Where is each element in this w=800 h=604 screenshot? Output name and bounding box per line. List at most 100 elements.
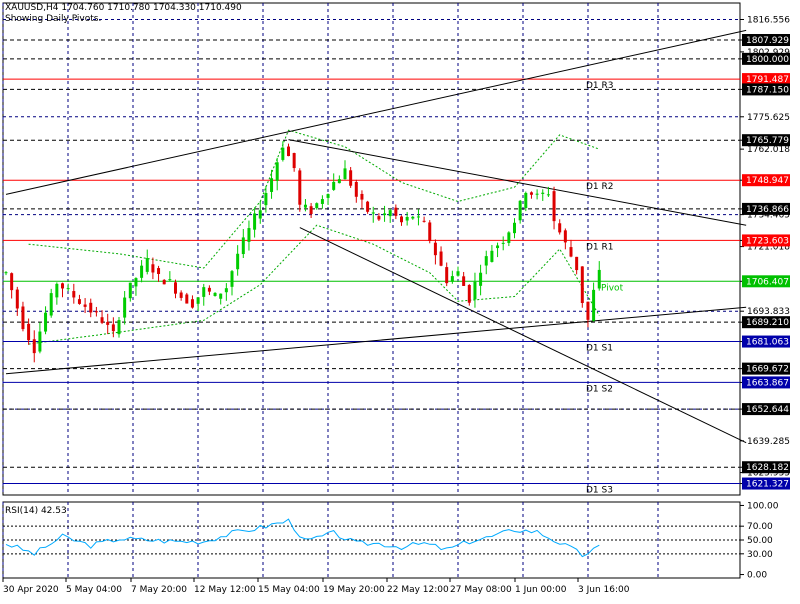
time-tick-label: 27 May 08:00 bbox=[450, 585, 512, 595]
candle-body bbox=[94, 311, 98, 313]
bollinger-band bbox=[28, 224, 600, 345]
candle-body bbox=[100, 317, 104, 323]
trendline bbox=[5, 29, 747, 195]
candle-body bbox=[213, 292, 217, 296]
candle-body bbox=[558, 223, 562, 233]
candle-body bbox=[507, 232, 511, 243]
candle-body bbox=[535, 193, 539, 195]
price-tag-label: 1807.929 bbox=[746, 36, 789, 46]
candles-layer bbox=[4, 141, 601, 363]
candle-body bbox=[4, 272, 8, 274]
candle-body bbox=[450, 276, 454, 282]
pivot-label: D1 S2 bbox=[586, 384, 613, 394]
candle-body bbox=[72, 291, 76, 298]
candle-body bbox=[473, 281, 477, 300]
candle-body bbox=[190, 299, 194, 308]
price-tick-label: 1625.935 bbox=[747, 469, 790, 479]
candle-body bbox=[422, 220, 426, 222]
main-panel-frame bbox=[2, 2, 741, 496]
price-tag-label: 1652.644 bbox=[746, 405, 789, 415]
time-tick-label: 5 May 04:00 bbox=[66, 585, 122, 595]
candle-body bbox=[541, 192, 545, 194]
candle-body bbox=[575, 256, 579, 271]
rsi-tick-label: 100.00 bbox=[747, 501, 779, 511]
price-tick-label: 1775.625 bbox=[747, 113, 790, 123]
candle-body bbox=[456, 271, 460, 276]
price-tag-box bbox=[742, 275, 790, 288]
candle-body bbox=[264, 192, 268, 206]
price-tag-box bbox=[742, 234, 790, 247]
candle-body bbox=[332, 181, 336, 190]
candle-body bbox=[275, 162, 279, 181]
candle-body bbox=[174, 282, 177, 294]
price-tick-label: 1762.018 bbox=[747, 145, 790, 155]
candle-body bbox=[123, 297, 127, 318]
price-tag-label: 1791.487 bbox=[746, 75, 789, 85]
candle-body bbox=[343, 168, 347, 180]
pivot-subtitle: Showing Daily Pivots. bbox=[5, 14, 102, 24]
candle-body bbox=[230, 271, 234, 287]
candle-body bbox=[484, 256, 488, 266]
candle-body bbox=[439, 251, 443, 266]
candle-body bbox=[134, 278, 138, 287]
price-axis-layer: 1816.5561807.9291802.9291800.0001787.150… bbox=[740, 16, 790, 490]
price-tag-label: 1706.407 bbox=[746, 277, 789, 287]
candle-body bbox=[586, 301, 590, 320]
candle-body bbox=[66, 288, 70, 290]
candle-body bbox=[55, 283, 59, 298]
candle-body bbox=[157, 268, 161, 275]
candle-body bbox=[580, 266, 584, 304]
candle-body bbox=[569, 247, 573, 257]
candle-body bbox=[563, 230, 567, 243]
candle-body bbox=[162, 279, 166, 285]
time-tick-label: 12 May 12:00 bbox=[194, 585, 256, 595]
candle-body bbox=[236, 253, 240, 270]
pivot-labels-layer: D1 R3 D1 R2 D1 R1 Pivot D1 S1 D1 S2 D1 S3 bbox=[586, 81, 624, 495]
pivot-label: D1 R1 bbox=[586, 242, 614, 252]
candle-body bbox=[337, 179, 341, 184]
price-tag-box bbox=[742, 403, 790, 416]
candle-body bbox=[428, 222, 432, 241]
candle-body bbox=[49, 293, 53, 316]
candle-body bbox=[196, 297, 200, 304]
price-tag-label: 1787.150 bbox=[746, 85, 789, 95]
candle-body bbox=[349, 170, 353, 186]
candle-body bbox=[513, 222, 516, 234]
candle-body bbox=[416, 216, 420, 218]
time-tick-label: 3 Jun 16:00 bbox=[578, 585, 630, 595]
candle-body bbox=[303, 204, 307, 208]
candle-body bbox=[496, 245, 500, 249]
price-tag-box bbox=[742, 73, 790, 86]
candle-body bbox=[128, 282, 132, 299]
bollinger-bands-layer bbox=[28, 129, 600, 345]
candle-body bbox=[140, 265, 144, 278]
horizontal-levels-layer bbox=[3, 39, 740, 485]
price-tick-label: 1734.465 bbox=[747, 211, 790, 221]
price-tag-label: 1681.063 bbox=[746, 338, 789, 348]
candle-body bbox=[479, 272, 483, 286]
candle-body bbox=[292, 153, 296, 169]
candle-body bbox=[388, 210, 392, 217]
candle-body bbox=[366, 201, 370, 212]
candle-body bbox=[83, 304, 87, 307]
price-tag-label: 1663.867 bbox=[746, 378, 789, 388]
candle-body bbox=[15, 289, 19, 309]
candle-body bbox=[354, 181, 358, 197]
price-tag-box bbox=[742, 34, 790, 47]
rsi-line bbox=[5, 518, 600, 558]
candle-body bbox=[592, 289, 596, 321]
time-tick-label: 1 Jun 00:00 bbox=[515, 585, 567, 595]
price-tag-box bbox=[742, 83, 790, 96]
candle-body bbox=[546, 194, 550, 196]
time-tick-label: 7 May 20:00 bbox=[131, 585, 187, 595]
candle-body bbox=[377, 216, 381, 220]
time-tick-label: 19 May 20:00 bbox=[323, 585, 385, 595]
candle-body bbox=[529, 192, 533, 195]
candle-body bbox=[467, 284, 471, 303]
price-tag-box bbox=[742, 316, 790, 329]
candle-body bbox=[247, 228, 251, 242]
pivot-label: D1 R3 bbox=[586, 81, 614, 91]
candle-body bbox=[394, 207, 398, 216]
candle-body bbox=[27, 323, 31, 341]
